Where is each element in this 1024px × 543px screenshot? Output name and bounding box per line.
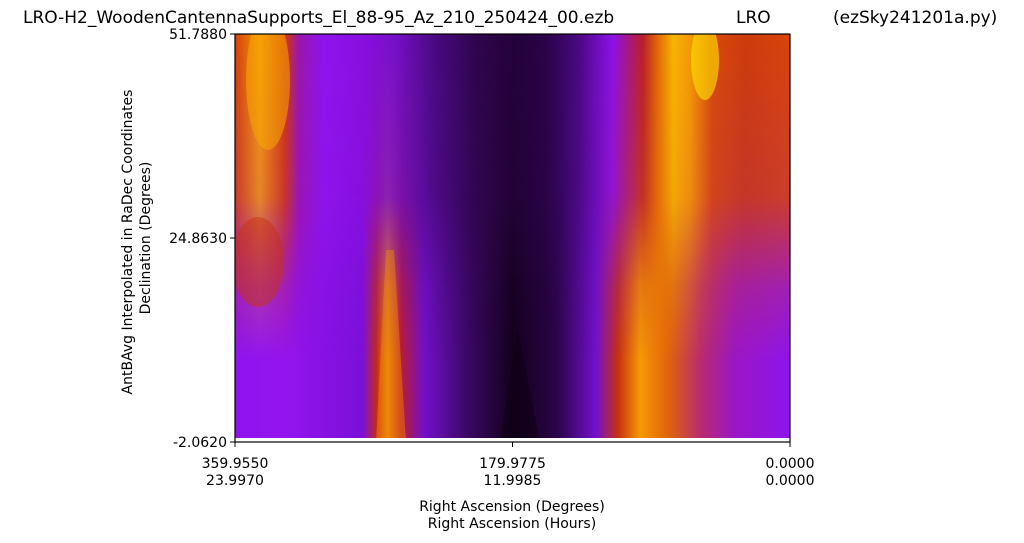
x-tick-label-degrees: 0.0000 (766, 456, 815, 472)
y-tick-label: -2.0620 (173, 435, 227, 451)
x-tick-label-degrees: 179.9775 (479, 456, 546, 472)
heatmap-image (235, 34, 790, 442)
x-tick-label-degrees: 359.9550 (202, 456, 269, 472)
y-axis-label-declination: Declination (Degrees) (138, 162, 154, 315)
x-axis-label-hours: Right Ascension (Hours) (428, 516, 596, 532)
chart-title-site: LRO (736, 8, 771, 28)
x-tick-label-hours: 11.9985 (484, 473, 542, 489)
x-tick-label-hours: 0.0000 (766, 473, 815, 489)
chart-title-filename: LRO-H2_WoodenCantennaSupports_El_88-95_A… (23, 8, 615, 28)
y-tick-label: 24.8630 (169, 231, 227, 247)
x-axis-label: Right Ascension (Degrees) (419, 499, 605, 515)
x-tick-label-hours: 23.9970 (206, 473, 264, 489)
chart-title-program: (ezSky241201a.py) (833, 8, 998, 28)
y-axis-label: AntBAvg Interpolated in RaDec Coordinate… (120, 90, 136, 395)
y-tick-label: 51.7880 (169, 27, 227, 43)
